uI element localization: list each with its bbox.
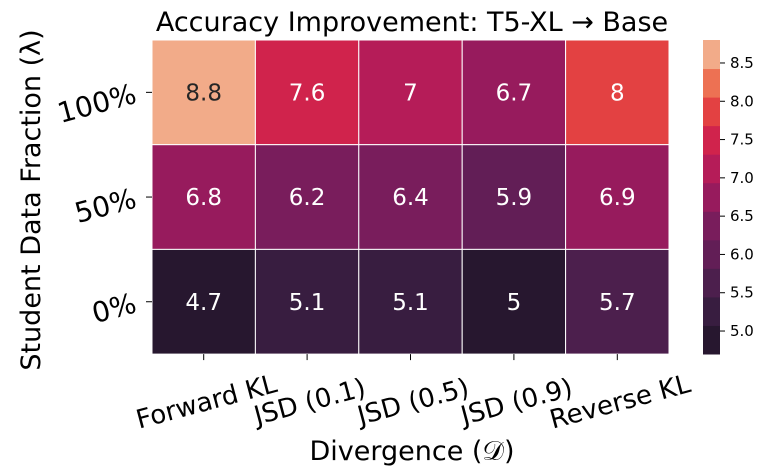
heatmap-cell xyxy=(358,144,463,250)
heatmap-cell xyxy=(358,248,463,355)
colorbar-segment xyxy=(703,211,720,241)
y-tick-label: 0% xyxy=(88,287,139,330)
colorbar-segment xyxy=(703,325,720,355)
cell-value-label: 6.7 xyxy=(496,80,533,106)
colorbar-segment xyxy=(703,97,720,127)
heatmap-cell xyxy=(565,39,670,146)
colorbar-segment xyxy=(703,40,720,70)
colorbar-segment xyxy=(703,296,720,326)
cell-value-label: 7 xyxy=(403,80,418,106)
colorbar-segment xyxy=(703,268,720,298)
colorbar-segment xyxy=(703,125,720,155)
colorbar-tick-label: 5.5 xyxy=(730,284,754,302)
x-tick-label: JSD (0.5) xyxy=(353,373,473,432)
colorbar-tick-label: 6.5 xyxy=(730,207,754,225)
heatmap-cell xyxy=(358,39,463,146)
x-axis-label: Divergence (𝒟) xyxy=(309,436,514,467)
colorbar-tick-label: 6.0 xyxy=(730,245,754,263)
colorbar-tick-label: 8.0 xyxy=(730,92,754,110)
colorbar-segment xyxy=(703,239,720,269)
heatmap-cell xyxy=(461,248,567,355)
heatmap-cell xyxy=(565,144,670,250)
colorbar-segment xyxy=(703,68,720,98)
cell-value-label: 7.6 xyxy=(289,80,326,106)
colorbar-tick-label: 7.5 xyxy=(730,131,754,149)
cell-value-label: 4.7 xyxy=(185,290,222,316)
heatmap-cell xyxy=(254,248,360,355)
heatmap-cells: 8.8 7.6 7 6.7 8 6.8 6.2 6.4 5.9 6.9 4.7 5.1 5.1 5 5.7 xyxy=(151,39,670,355)
chart-title: Accuracy Improvement: T5-XL → Base xyxy=(156,7,668,38)
colorbar: 5.0 5.5 6.0 6.5 7.0 7.5 8.0 8.5 xyxy=(703,40,754,355)
colorbar-tick-label: 5.0 xyxy=(730,322,754,340)
cell-value-label: 5.1 xyxy=(289,290,326,316)
cell-value-label: 6.9 xyxy=(599,185,636,211)
heatmap-cell xyxy=(254,39,360,146)
cell-value-label: 5.1 xyxy=(392,290,429,316)
cell-value-label: 6.2 xyxy=(289,185,326,211)
heatmap-cell xyxy=(151,39,256,146)
colorbar-tick-label: 7.0 xyxy=(730,169,754,187)
colorbar-segment xyxy=(703,182,720,212)
cell-value-label: 8 xyxy=(610,80,625,106)
cell-value-label: 5.9 xyxy=(496,185,533,211)
heatmap-cell xyxy=(461,39,567,146)
heatmap-cell xyxy=(151,144,256,250)
heatmap-cell xyxy=(565,248,670,355)
colorbar-tick-label: 8.5 xyxy=(730,54,754,72)
colorbar-segment xyxy=(703,154,720,184)
cell-value-label: 6.4 xyxy=(392,185,429,211)
y-tick-label: 100% xyxy=(54,77,140,130)
cell-value-label: 5 xyxy=(507,290,522,316)
cell-value-label: 6.8 xyxy=(185,185,222,211)
cell-value-label: 8.8 xyxy=(185,80,222,106)
y-axis-label: Student Data Fraction (λ) xyxy=(16,29,47,370)
y-tick-label: 50% xyxy=(71,182,140,230)
cell-value-label: 5.7 xyxy=(599,290,636,316)
